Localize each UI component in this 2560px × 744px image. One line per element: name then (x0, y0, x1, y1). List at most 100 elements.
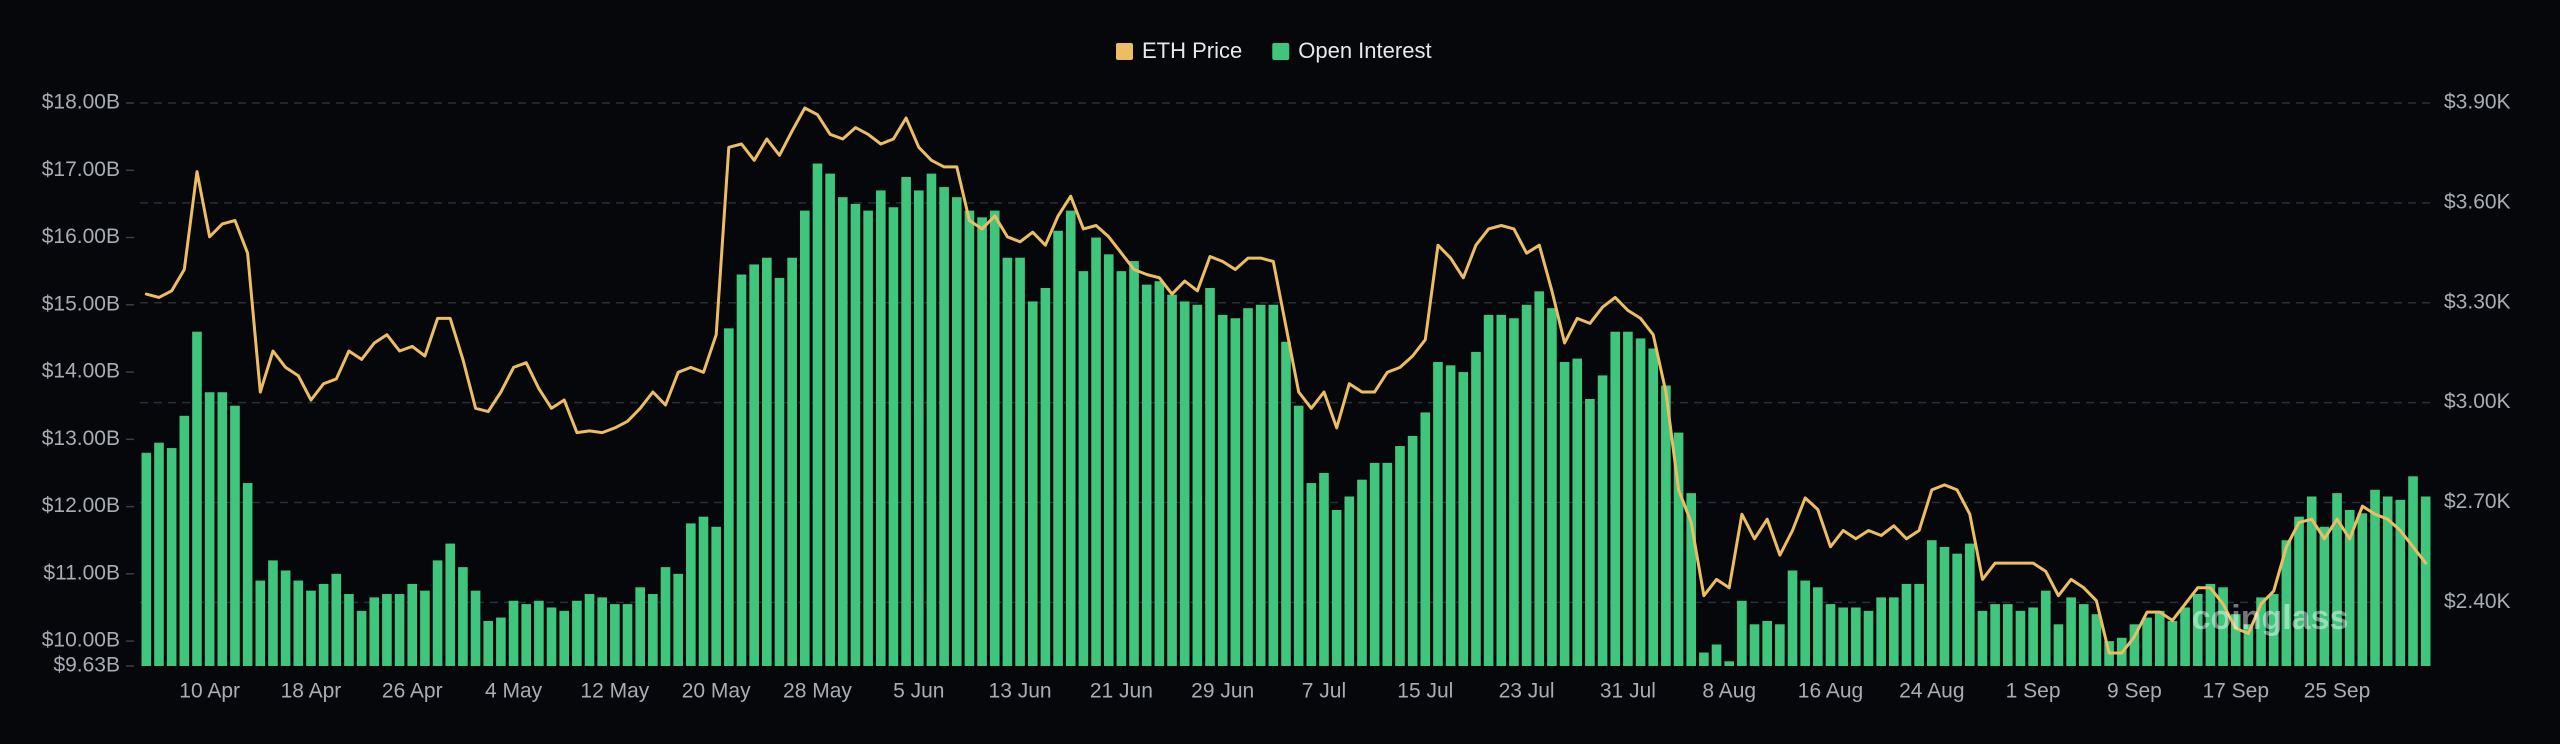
bar (1217, 314, 1228, 666)
bar (356, 610, 367, 666)
bar (2357, 513, 2368, 666)
bar (2167, 620, 2178, 666)
bar (610, 604, 620, 666)
bar (787, 257, 797, 666)
bar (483, 620, 494, 666)
bar (1129, 261, 1139, 666)
bar (2129, 624, 2140, 666)
bar (977, 217, 987, 666)
bar (394, 594, 405, 666)
x-tick-label: 23 Jul (1499, 680, 1555, 703)
bar (1686, 493, 1697, 666)
x-tick-label: 26 Apr (382, 680, 443, 703)
bar (445, 543, 456, 666)
bar (584, 594, 595, 666)
bar (2395, 499, 2406, 666)
y-tick-label: $13.00B (42, 427, 120, 450)
x-tick-label: 20 May (682, 680, 751, 703)
bar (1407, 435, 1418, 666)
bar (2015, 610, 2026, 666)
y-tick-label: $11.00B (43, 561, 120, 584)
x-tick-label: 24 Aug (1899, 680, 1964, 703)
legend-label: Open Interest (1298, 38, 1431, 63)
bar (154, 442, 164, 666)
x-tick-label: 1 Sep (2006, 680, 2061, 703)
bar (774, 277, 785, 666)
bar (204, 392, 215, 666)
bar (964, 210, 975, 666)
x-tick-label: 29 Jun (1191, 680, 1254, 703)
bar (546, 607, 557, 666)
y2-tick-label: $3.90K (2444, 91, 2511, 114)
bar (1154, 281, 1165, 666)
bar (1762, 620, 1773, 666)
bar (1711, 644, 1722, 666)
bar (1876, 597, 1886, 666)
bar (2192, 594, 2203, 666)
bar (521, 604, 532, 666)
bar (2230, 614, 2241, 666)
bar (192, 331, 202, 666)
bar (572, 600, 582, 666)
bar (736, 274, 747, 666)
bar (1395, 446, 1405, 666)
bar (2268, 594, 2279, 666)
bar (496, 617, 506, 666)
bar (1661, 385, 1671, 666)
bar (951, 197, 962, 666)
bar (2218, 587, 2228, 666)
bar (268, 560, 278, 666)
bar (1331, 509, 1342, 666)
y-tick-label: $12.00B (42, 494, 120, 517)
bar (230, 405, 240, 666)
bar (2028, 607, 2038, 666)
bar (2142, 617, 2152, 666)
bar (1623, 331, 1633, 666)
bar (2154, 610, 2165, 666)
bar (1103, 254, 1114, 666)
price-line (144, 106, 2428, 655)
bar (1053, 230, 1063, 666)
y2-tick-label: $3.00K (2444, 390, 2511, 413)
bar (280, 570, 291, 666)
bar (1521, 304, 1532, 666)
bar (2382, 496, 2393, 666)
bar (1230, 318, 1241, 666)
bar (939, 187, 949, 666)
bar (1483, 314, 1494, 666)
bar (2344, 509, 2355, 666)
bar (1889, 597, 1899, 666)
bar (597, 597, 608, 666)
bar (420, 590, 430, 666)
bar (1319, 472, 1329, 666)
bar (2091, 614, 2102, 666)
bar (1496, 314, 1507, 666)
y2-tick-label: $3.60K (2444, 190, 2511, 213)
bar (2306, 496, 2317, 666)
bar (293, 580, 304, 666)
bar (762, 257, 772, 666)
bar (724, 328, 734, 666)
bar (1255, 304, 1266, 666)
x-tick-label: 7 Jul (1302, 680, 1346, 703)
bar (635, 587, 645, 666)
legend-swatch (1272, 43, 1290, 60)
bar (888, 207, 899, 666)
bar (989, 210, 1000, 666)
x-tick-label: 28 May (783, 680, 852, 703)
bar (306, 590, 316, 666)
bar (1787, 570, 1798, 666)
bar (344, 594, 354, 666)
bar (673, 573, 683, 666)
x-tick-label: 18 Apr (281, 680, 342, 703)
bar (2243, 624, 2254, 666)
bar (913, 190, 924, 667)
x-tick-label: 13 Jun (989, 680, 1052, 703)
bar (2332, 493, 2342, 666)
bar (1635, 338, 1646, 666)
bar (686, 523, 696, 666)
bar (1825, 604, 1836, 666)
bar (1534, 291, 1545, 666)
bar (1002, 257, 1013, 666)
